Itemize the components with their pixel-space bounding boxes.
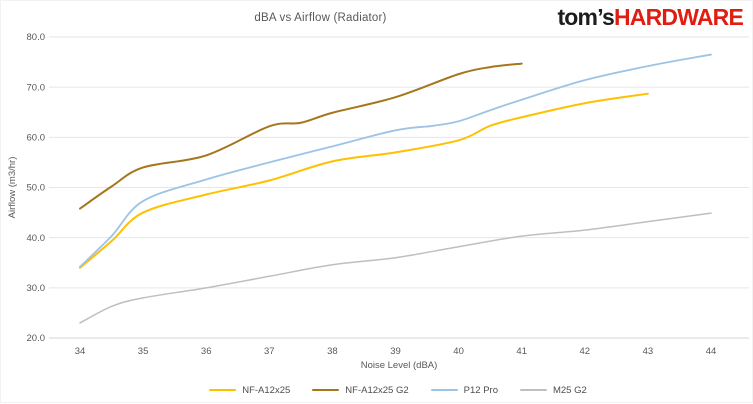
- legend-line-swatch: [209, 388, 237, 392]
- x-tick-label: 42: [580, 346, 591, 357]
- x-tick-label: 44: [706, 346, 717, 357]
- series-line-nf-a12x25: [79, 92, 649, 269]
- x-tick-label: 39: [390, 346, 401, 357]
- x-tick-label: 36: [201, 346, 212, 357]
- legend-label: M25 G2: [552, 384, 587, 396]
- y-tick-label: 50.0: [27, 183, 46, 194]
- x-axis-title: Noise Level (dBA): [361, 360, 438, 371]
- series-line-nf-a12x25-g2: [79, 62, 523, 210]
- x-tick-label: 38: [327, 346, 338, 357]
- legend-line-swatch: [312, 388, 340, 392]
- y-tick-label: 20.0: [27, 333, 46, 344]
- y-tick-label: 70.0: [27, 82, 46, 93]
- y-tick-label: 80.0: [27, 32, 46, 43]
- chart-legend: NF-A12x25 NF-A12x25 G2 P12 Pro M25 G2: [49, 381, 747, 399]
- legend-line-swatch: [519, 388, 547, 392]
- logo-hardware-text: HARDWARE: [613, 4, 744, 30]
- x-tick-label: 43: [643, 346, 654, 357]
- series-lines: [79, 53, 712, 324]
- y-tick-label: 30.0: [27, 283, 46, 294]
- legend-label: NF-A12x25 G2: [345, 384, 409, 396]
- y-tick-label: 40.0: [27, 233, 46, 244]
- x-tick-label: 37: [264, 346, 275, 357]
- y-axis-title: Airflow (m3/hr): [7, 157, 18, 219]
- series-line-m25-g2: [79, 212, 712, 324]
- brand-logo: tom’sHARDWARE: [557, 4, 744, 30]
- legend-line-swatch: [430, 388, 458, 392]
- legend-item-m25-g2: M25 G2: [519, 384, 587, 396]
- y-axis-tick-labels: 20.0 30.0 40.0 50.0 60.0 70.0 80.0: [27, 32, 46, 344]
- x-tick-label: 35: [138, 346, 149, 357]
- chart-title: dBA vs Airflow (Radiator): [254, 12, 387, 24]
- series-line-p12-pro: [79, 53, 712, 268]
- x-tick-label: 40: [453, 346, 464, 357]
- x-axis-tick-labels: 34 35 36 37 38 39 40 41 42 43 44: [75, 346, 717, 357]
- y-tick-label: 60.0: [27, 133, 46, 144]
- legend-item-p12-pro: P12 Pro: [430, 384, 498, 396]
- legend-label: P12 Pro: [463, 384, 498, 396]
- x-tick-label: 34: [75, 346, 86, 357]
- logo-toms-text: tom’s: [557, 4, 614, 30]
- legend-item-nf-a12x25-g2: NF-A12x25 G2: [312, 384, 409, 396]
- x-tick-label: 41: [516, 346, 527, 357]
- legend-item-nf-a12x25: NF-A12x25: [209, 385, 290, 396]
- legend-label: NF-A12x25: [242, 384, 291, 396]
- gridlines: [49, 36, 749, 339]
